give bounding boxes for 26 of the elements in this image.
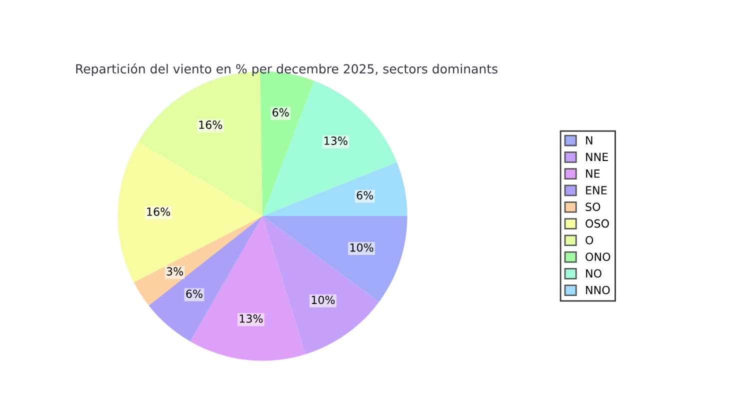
data-label: 10% bbox=[312, 296, 335, 304]
pie-slice bbox=[262, 80, 397, 216]
legend-label: SO bbox=[586, 202, 600, 212]
data-label: 6% bbox=[272, 108, 289, 117]
legend-label: OSO bbox=[586, 219, 609, 228]
pie-slice bbox=[262, 216, 380, 354]
data-label: 13% bbox=[240, 314, 263, 323]
pie-slice bbox=[134, 216, 262, 306]
data-label: 16% bbox=[147, 208, 170, 216]
legend-label: O bbox=[586, 236, 594, 244]
legend-label: N bbox=[586, 136, 592, 144]
legend-label: NNE bbox=[586, 152, 608, 161]
data-label: 10% bbox=[350, 243, 374, 252]
data-label: 6% bbox=[186, 290, 202, 298]
legend-label: ENE bbox=[586, 186, 607, 194]
data-label: 3% bbox=[166, 267, 184, 276]
legend-label: NE bbox=[586, 170, 600, 178]
data-label: 16% bbox=[199, 120, 222, 129]
pie-slice bbox=[262, 162, 408, 216]
legend-label: NO bbox=[586, 269, 602, 278]
chart-title: Repartición del viento en % per decembre 2025, sectors dominants bbox=[76, 63, 498, 76]
legend-label: ONO bbox=[586, 252, 610, 261]
legend-label: NNO bbox=[586, 286, 610, 294]
data-label: 6% bbox=[356, 191, 374, 200]
data-label: 13% bbox=[324, 136, 348, 145]
pie-slice bbox=[118, 142, 262, 282]
